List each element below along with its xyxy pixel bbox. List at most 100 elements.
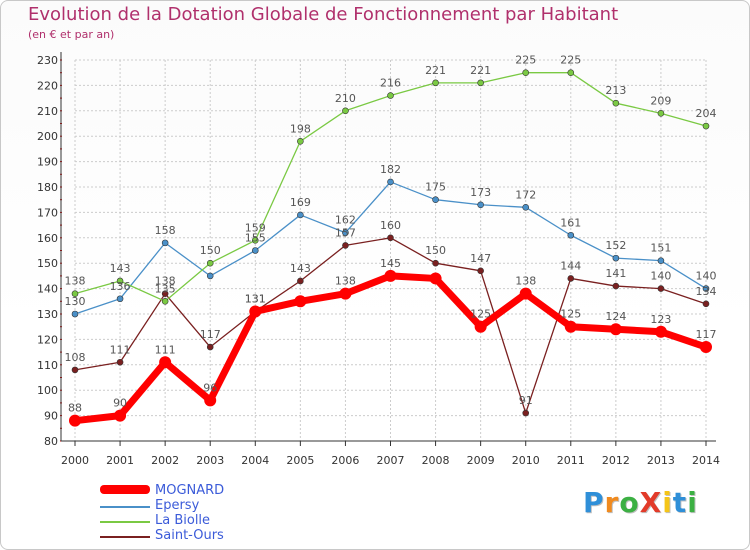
- data-point-mognard: [294, 295, 307, 308]
- x-tick-label: 2012: [602, 454, 630, 467]
- data-point-saint-ours: [71, 366, 79, 374]
- data-point-la-biolle: [206, 259, 214, 267]
- data-label-epersy: 162: [335, 214, 356, 227]
- data-label-saint-ours: 160: [380, 219, 401, 232]
- x-tick-label: 2000: [61, 454, 89, 467]
- data-label-mognard: 90: [113, 397, 127, 410]
- data-label-la-biolle: 159: [245, 221, 266, 234]
- data-label-la-biolle: 209: [650, 94, 671, 107]
- logo-letter: P: [583, 486, 605, 519]
- y-tick-label: 130: [37, 308, 58, 321]
- y-tick-label: 170: [37, 206, 58, 219]
- x-tick-label: 2010: [512, 454, 540, 467]
- data-label-saint-ours: 91: [519, 394, 533, 407]
- data-label-la-biolle: 213: [605, 84, 626, 97]
- data-label-la-biolle: 198: [290, 122, 311, 135]
- data-label-epersy: 169: [290, 196, 311, 209]
- data-point-mognard: [564, 320, 577, 333]
- y-tick-label: 230: [37, 54, 58, 67]
- data-point-saint-ours: [432, 259, 439, 267]
- data-label-la-biolle: 225: [515, 54, 536, 67]
- data-label-mognard: 138: [515, 275, 536, 288]
- data-point-epersy: [71, 310, 79, 318]
- data-point-mognard: [339, 287, 352, 300]
- data-point-mognard: [700, 341, 712, 354]
- data-point-la-biolle: [522, 69, 530, 76]
- data-label-la-biolle: 210: [335, 92, 356, 105]
- y-tick-label: 90: [44, 410, 58, 423]
- data-label-la-biolle: 221: [470, 64, 491, 77]
- data-label-saint-ours: 141: [605, 267, 626, 280]
- data-label-mognard: 125: [470, 308, 491, 321]
- data-label-mognard: 145: [380, 257, 401, 270]
- data-point-epersy: [387, 178, 394, 186]
- x-tick-label: 2011: [557, 454, 585, 467]
- y-tick-label: 110: [37, 359, 58, 372]
- data-point-saint-ours: [702, 300, 710, 308]
- data-point-la-biolle: [342, 107, 349, 115]
- data-point-saint-ours: [297, 277, 304, 285]
- data-label-saint-ours: 143: [290, 262, 311, 275]
- data-label-epersy: 155: [245, 232, 266, 245]
- data-label-saint-ours: 117: [200, 328, 221, 341]
- data-point-la-biolle: [567, 69, 575, 76]
- data-point-epersy: [477, 201, 484, 209]
- data-label-epersy: 140: [696, 270, 717, 283]
- data-point-la-biolle: [702, 122, 710, 130]
- data-label-epersy: 151: [650, 242, 671, 255]
- data-point-mognard: [654, 325, 667, 338]
- y-tick-label: 220: [37, 79, 58, 92]
- data-label-saint-ours: 138: [155, 275, 176, 288]
- data-point-mognard: [474, 320, 487, 333]
- data-point-la-biolle: [387, 92, 394, 99]
- y-tick-label: 150: [37, 257, 58, 270]
- data-label-mognard: 125: [560, 308, 581, 321]
- data-label-mognard: 124: [605, 310, 626, 323]
- data-point-mognard: [69, 414, 81, 427]
- data-label-epersy: 161: [560, 216, 581, 229]
- data-label-la-biolle: 225: [560, 54, 581, 67]
- data-point-saint-ours: [116, 358, 124, 366]
- data-label-mognard: 138: [335, 275, 356, 288]
- logo-letter: i: [662, 486, 673, 519]
- chart-title: Evolution de la Dotation Globale de Fonc…: [28, 4, 619, 25]
- data-label-saint-ours: 147: [470, 252, 491, 265]
- data-point-mognard: [249, 305, 262, 318]
- data-point-la-biolle: [161, 297, 169, 305]
- data-point-la-biolle: [432, 79, 439, 87]
- data-point-la-biolle: [116, 277, 124, 285]
- data-label-saint-ours: 134: [696, 285, 717, 298]
- legend-swatch-epersy: [100, 506, 150, 508]
- data-point-mognard: [519, 287, 532, 300]
- data-label-mognard: 88: [68, 402, 82, 415]
- data-label-la-biolle: 204: [696, 107, 717, 120]
- data-point-mognard: [609, 323, 622, 336]
- data-label-mognard: 131: [245, 292, 266, 305]
- data-point-la-biolle: [297, 137, 304, 145]
- x-tick-label: 2007: [377, 454, 405, 467]
- data-label-la-biolle: 143: [110, 262, 131, 275]
- data-label-mognard: 123: [650, 313, 671, 326]
- data-point-saint-ours: [387, 234, 394, 242]
- x-tick-label: 2009: [467, 454, 495, 467]
- legend-swatch-mognard: [100, 485, 150, 494]
- data-point-epersy: [432, 196, 439, 203]
- data-point-mognard: [114, 409, 127, 422]
- data-label-epersy: 175: [425, 181, 446, 194]
- data-label-epersy: 130: [65, 295, 86, 308]
- x-tick-label: 2006: [331, 454, 359, 467]
- data-label-saint-ours: 144: [560, 259, 581, 272]
- data-label-mognard: 111: [155, 343, 176, 356]
- logo-letter: o: [619, 486, 640, 519]
- data-label-la-biolle: 150: [200, 244, 221, 257]
- legend-swatch-saint-ours: [100, 536, 150, 538]
- data-point-epersy: [567, 231, 575, 239]
- data-point-saint-ours: [522, 409, 530, 417]
- data-point-mognard: [384, 269, 397, 282]
- legend-label-epersy: Epersy: [155, 498, 200, 513]
- data-label-la-biolle: 138: [65, 275, 86, 288]
- data-label-mognard: 96: [203, 381, 217, 394]
- data-point-epersy: [206, 272, 214, 280]
- data-point-mognard: [204, 394, 217, 407]
